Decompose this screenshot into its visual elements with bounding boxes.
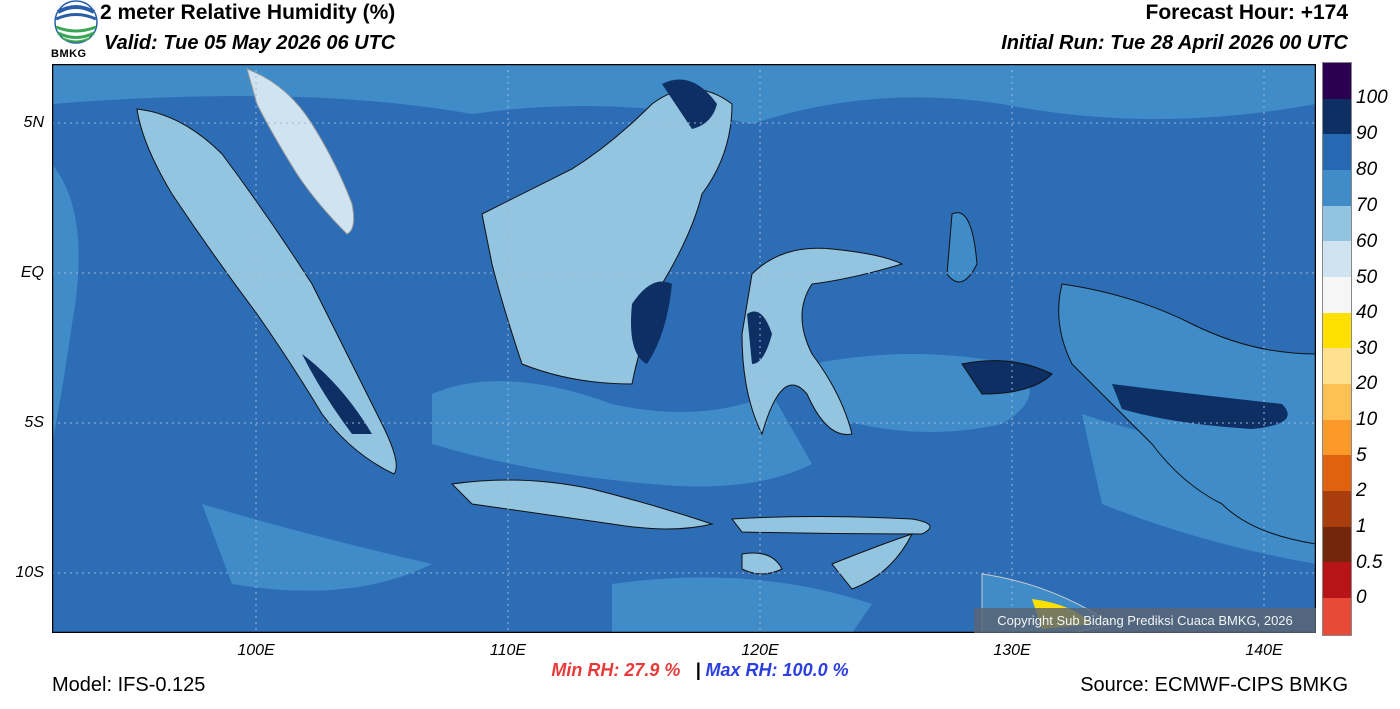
lon-label-110e: 110E	[489, 642, 527, 659]
colorbar-seg-10	[1323, 420, 1351, 455]
colorbar-label-100: 100	[1356, 87, 1388, 108]
bmkg-logo-icon	[50, 0, 102, 62]
malay-peninsula	[246, 68, 355, 235]
lat-label-5n: 5N	[23, 114, 44, 131]
rh-stats: Min RH: 27.9 % | Max RH: 100.0 %	[0, 660, 1400, 681]
colorbar-label-50: 50	[1356, 267, 1378, 288]
colorbar-label-2: 2	[1356, 480, 1367, 501]
colorbar-seg-9	[1323, 384, 1351, 420]
model-label: Model: IFS-0.125	[52, 674, 206, 696]
source-label: Source: ECMWF-CIPS BMKG	[1080, 674, 1348, 696]
colorbar-label-70: 70	[1356, 195, 1378, 216]
min-rh: Min RH: 27.9 %	[551, 660, 681, 680]
colorbar-seg-15	[1323, 598, 1351, 635]
map-svg	[51, 63, 1317, 634]
colorbar-label-20: 20	[1356, 373, 1378, 394]
colorbar-label-90: 90	[1356, 123, 1378, 144]
lon-label-130e: 130E	[993, 642, 1031, 659]
borneo	[481, 88, 733, 385]
lesser-sunda	[731, 516, 931, 535]
initial-run: Initial Run: Tue 28 April 2026 00 UTC	[1001, 32, 1348, 54]
lon-label-120e: 120E	[741, 642, 779, 659]
colorbar-label-30: 30	[1356, 338, 1378, 359]
colorbar	[1322, 62, 1352, 636]
colorbar-label-40: 40	[1356, 302, 1378, 323]
forecast-hour: Forecast Hour: +174	[1145, 1, 1349, 24]
colorbar-seg-0	[1323, 63, 1351, 99]
colorbar-label-60: 60	[1356, 231, 1378, 252]
colorbar-label-10: 10	[1356, 409, 1378, 430]
colorbar-seg-3	[1323, 170, 1351, 206]
lat-label-5s: 5S	[24, 414, 44, 431]
stats-separator: |	[695, 660, 701, 680]
colorbar-seg-7	[1323, 313, 1351, 348]
colorbar-seg-8	[1323, 348, 1351, 384]
lat-label-10s: 10S	[15, 564, 44, 581]
colorbar-seg-2	[1323, 134, 1351, 170]
colorbar-seg-14	[1323, 562, 1351, 598]
chart-title: 2 meter Relative Humidity (%)	[100, 1, 396, 24]
copyright-label: Copyright Sub Bidang Prediksi Cuaca BMKG…	[974, 608, 1316, 633]
gridlines	[52, 64, 1316, 633]
colorbar-label-5: 5	[1356, 445, 1367, 466]
lat-label-eq: EQ	[20, 264, 44, 281]
colorbar-label-0-5: 0.5	[1356, 552, 1383, 573]
colorbar-label-1: 1	[1356, 516, 1367, 537]
lon-label-100e: 100E	[237, 642, 275, 659]
humidity-map	[51, 63, 1317, 634]
lon-label-140e: 140E	[1245, 642, 1283, 659]
colorbar-label-0: 0	[1356, 587, 1367, 608]
java	[450, 479, 714, 530]
colorbar-label-80: 80	[1356, 159, 1378, 180]
colorbar-seg-13	[1323, 527, 1351, 562]
colorbar-seg-1	[1323, 99, 1351, 134]
sulawesi	[741, 247, 904, 436]
max-rh: Max RH: 100.0 %	[705, 660, 849, 680]
colorbar-seg-12	[1323, 491, 1351, 527]
colorbar-seg-6	[1323, 277, 1351, 313]
colorbar-seg-4	[1323, 206, 1351, 241]
logo-text: BMKG	[51, 48, 87, 60]
colorbar-seg-5	[1323, 241, 1351, 277]
colorbar-seg-11	[1323, 455, 1351, 491]
valid-time: Valid: Tue 05 May 2026 06 UTC	[104, 32, 396, 54]
